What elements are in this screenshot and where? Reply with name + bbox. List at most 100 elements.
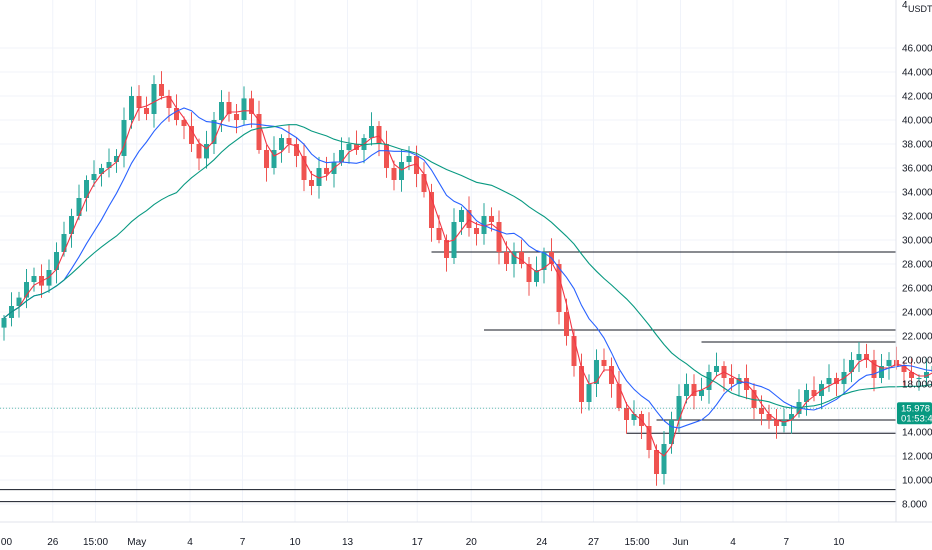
horizontal-levels <box>0 251 896 503</box>
candle-body <box>181 120 187 126</box>
price-tick-label: 10.000 <box>902 476 932 487</box>
candle-body <box>84 180 89 198</box>
candle-body <box>354 144 359 150</box>
time-tick-label: 15:00 <box>83 537 108 548</box>
candle-body <box>316 168 322 186</box>
candle-body <box>586 384 592 402</box>
candle-body <box>834 378 839 384</box>
candle-body <box>76 198 82 216</box>
candle-body <box>646 426 652 450</box>
candle-body <box>256 114 262 150</box>
candle-body <box>571 336 577 366</box>
candle-body <box>166 96 172 108</box>
price-tick-label: 20.000 <box>902 356 932 367</box>
price-tick-label: 28.000 <box>902 260 932 271</box>
candle-body <box>1 318 7 328</box>
time-tick-label: 10 <box>833 537 845 548</box>
candle-body <box>219 102 224 120</box>
candle-body <box>669 420 674 444</box>
time-tick-label: 24 <box>536 537 548 548</box>
candle-body <box>159 84 164 96</box>
candle-body <box>406 156 412 162</box>
candle-body <box>279 138 284 150</box>
sma-fast-line <box>3 95 932 457</box>
time-tick-label: 13 <box>342 537 354 548</box>
candle-body <box>901 366 907 372</box>
price-tick-label: 34.000 <box>902 188 932 199</box>
candle-body <box>519 252 524 264</box>
candle-body <box>264 150 269 168</box>
candle-body <box>54 252 59 270</box>
time-tick-label: 26 <box>47 537 59 548</box>
candle-body <box>301 156 307 180</box>
time-tick-label: May <box>127 537 146 548</box>
price-tick-label: 8.000 <box>902 500 927 511</box>
candle-body <box>129 96 134 120</box>
candle-body <box>909 372 914 378</box>
price-tick-label: 38.000 <box>902 140 932 151</box>
time-tick-label: Jun <box>672 537 688 548</box>
price-tick-label: 24.000 <box>902 308 932 319</box>
candle-body <box>849 360 854 372</box>
candle-body <box>601 360 607 366</box>
price-tick-label: 44.000 <box>902 68 932 79</box>
candle-body <box>226 102 232 114</box>
time-tick-label: 15:00 <box>624 537 649 548</box>
candle-body <box>196 144 202 159</box>
candle-body <box>346 144 352 150</box>
candle-body <box>339 150 344 162</box>
price-tick-label: 36.000 <box>902 164 932 175</box>
last-price-badge: 15.978 01:53:42 <box>897 402 932 425</box>
candle-body <box>474 228 479 234</box>
candle-body <box>826 378 832 384</box>
candle-body <box>504 252 509 264</box>
candle-body <box>106 162 112 168</box>
price-axis[interactable]: 4 USDT 46.000 44.000 42.000 40.000 38.000 36.… <box>895 0 932 522</box>
candle-body <box>324 168 329 174</box>
candle-body <box>271 150 277 168</box>
candle-body <box>121 120 127 156</box>
candle-body <box>714 366 719 372</box>
candle-body <box>211 120 217 144</box>
candle-body <box>556 264 562 312</box>
candle-body <box>309 180 314 186</box>
candles <box>1 71 932 486</box>
candle-body <box>294 144 299 156</box>
candle-body <box>526 264 532 282</box>
time-tick-label: 7 <box>783 537 789 548</box>
candle-body <box>564 312 569 336</box>
price-tick-label: 26.000 <box>902 284 932 295</box>
candle-body <box>99 168 104 174</box>
sma-slow-line <box>3 124 932 409</box>
price-tick-label: 14.000 <box>902 428 932 439</box>
candle-body <box>774 420 779 426</box>
candle-body <box>444 240 449 258</box>
candle-body <box>69 216 74 234</box>
candle-body <box>136 96 142 108</box>
time-axis[interactable]: 15:00 26 15:00 May 4 7 10 13 17 20 24 27 15:00 Jun 4 7 1… <box>0 521 932 548</box>
moving-averages <box>3 95 932 457</box>
candle-body <box>879 366 884 378</box>
candle-body <box>399 162 404 180</box>
candle-body <box>189 126 194 144</box>
price-tick-label: 12.000 <box>902 452 932 463</box>
candle-body <box>609 366 614 384</box>
candle-body <box>699 390 704 396</box>
price-tick-label: 30.000 <box>902 236 932 247</box>
time-tick-label: 17 <box>412 537 424 548</box>
candle-body <box>511 252 517 264</box>
candle-body <box>916 378 922 379</box>
candle-body <box>654 450 659 474</box>
price-tick-label: 42.000 <box>902 92 932 103</box>
price-axis-top-partial-tick: 4 <box>902 0 908 11</box>
candle-body <box>684 384 689 396</box>
candle-body <box>249 98 254 114</box>
candle-body <box>661 444 667 474</box>
time-tick-label: 27 <box>588 537 600 548</box>
candle-body <box>736 378 742 384</box>
candle-body <box>579 366 584 402</box>
price-tick-label: 46.000 <box>902 44 932 55</box>
candle-body <box>459 210 464 222</box>
candle-body <box>691 384 697 396</box>
